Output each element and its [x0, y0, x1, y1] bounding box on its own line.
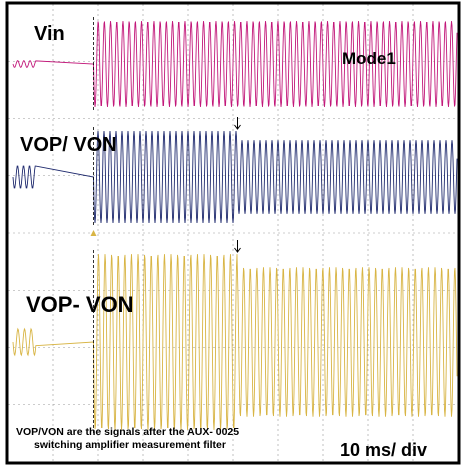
series-label-vin: Vin: [34, 23, 65, 45]
series-1-waveform: [12, 130, 458, 224]
trigger-markers: [90, 17, 241, 434]
transition-arrow-icon: [234, 117, 241, 130]
note-line-2: switching amplifier measurement filter: [34, 439, 226, 451]
series-0-waveform: [12, 21, 458, 107]
timebase-label: 10 ms/ div: [340, 440, 428, 460]
series-label-vop-minus-von: VOP- VON: [26, 292, 134, 317]
note-line-1: VOP/VON are the signals after the AUX- 0…: [16, 426, 240, 438]
transition-arrow-icon: [234, 240, 241, 253]
mode-label: Mode1: [342, 49, 396, 68]
plot-border: [5, 1, 461, 465]
measurement-note: VOP/VON are the signals after the AUX- 0…: [16, 426, 306, 452]
waveforms: [12, 21, 458, 430]
series-2-waveform: [12, 254, 458, 430]
series-label-vop-von: VOP/ VON: [20, 134, 117, 156]
trigger-icon: [90, 230, 97, 236]
